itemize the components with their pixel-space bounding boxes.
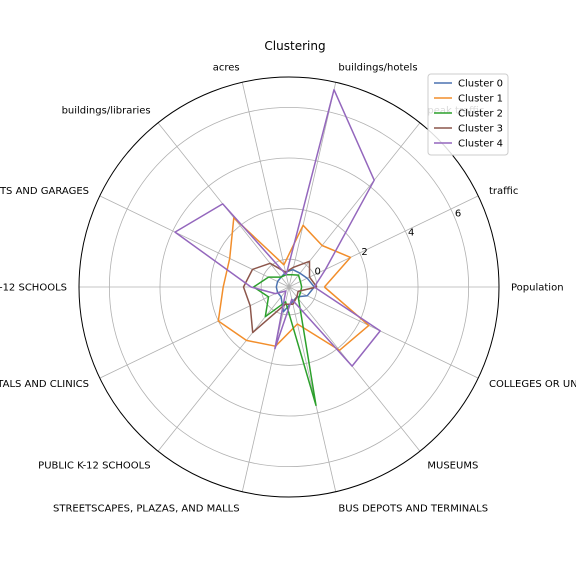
grid-ring [159,157,419,417]
axis-label: COLLEGES OR UNIVERSITIES [489,379,576,390]
axis-label: PUBLIC K-12 SCHOOLS [38,461,150,472]
spoke-line [288,195,479,288]
spoke-line [288,82,337,288]
radial-tick-label: 6 [455,208,461,219]
legend-label: Cluster 3 [458,124,503,135]
axis-labels: Populationtrafficpeak trafficbuildings/h… [0,63,576,515]
chart-title: Clustering [264,39,325,53]
axis-label: HOSPITALS AND CLINICS [0,379,89,390]
series-line-cluster-3 [242,260,318,334]
axis-label: NON-PUBLIC K-12 SCHOOLS [0,283,67,294]
axis-label: buildings/hotels [338,63,417,74]
radial-tick-label: 0 [315,266,321,277]
legend-label: Cluster 1 [458,94,503,105]
grid-ring [108,106,470,468]
spoke-line [288,122,421,288]
spoke-line [241,286,290,492]
legend-label: Cluster 2 [458,109,503,120]
outer-frame [78,76,500,498]
axis-label: acres [213,63,240,74]
legend-label: Cluster 0 [458,79,503,90]
radar-series [174,88,381,407]
axis-label: PARKING LOTS AND GARAGES [0,186,89,197]
axis-label: traffic [489,186,518,197]
spoke-line [157,286,290,452]
grid-ring [210,208,368,366]
spoke-line [241,82,290,288]
legend: Cluster 0 Cluster 1 Cluster 2 Cluster 3 Clus… [427,73,509,156]
legend-label: Cluster 4 [458,139,503,150]
axis-label: STREETSCAPES, PLAZAS, AND MALLS [53,503,240,514]
spoke-line [288,286,421,452]
radial-tick-label: 2 [361,247,367,258]
spoke-line [288,286,479,379]
radial-tick-labels: 0 2 4 6 [315,208,462,277]
spoke-line [288,286,337,492]
axis-label: Population [511,283,564,294]
legend-box [427,73,509,156]
radar-grid [78,76,500,498]
series-line-cluster-4 [174,88,381,367]
spoke-line [99,195,290,288]
axis-label: MUSEUMS [427,461,478,472]
radial-tick-label: 4 [408,228,414,239]
series-line-cluster-1 [217,217,370,352]
axis-label: BUS DEPOTS AND TERMINALS [338,503,488,514]
axis-label: buildings/libraries [62,105,151,116]
spoke-line [99,286,290,379]
